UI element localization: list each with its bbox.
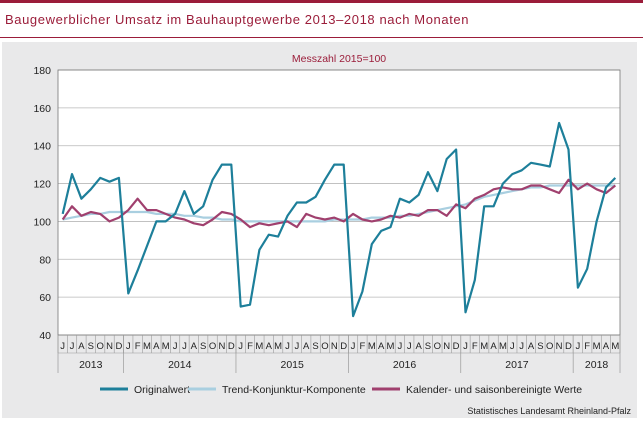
year-label: 2014	[168, 359, 192, 371]
month-tick-label: O	[546, 341, 553, 352]
month-tick-label: J	[60, 341, 65, 352]
month-tick-label: A	[191, 341, 198, 352]
month-tick-label: J	[182, 341, 187, 352]
month-tick-label: O	[321, 341, 328, 352]
month-tick-label: J	[70, 341, 75, 352]
month-tick-label: O	[434, 341, 441, 352]
month-tick-label: F	[472, 341, 478, 352]
month-tick-label: O	[96, 341, 103, 352]
month-tick-label: A	[603, 341, 610, 352]
legend-label-original: Originalwert	[134, 384, 190, 396]
y-tick-label: 160	[33, 103, 51, 115]
month-tick-label: S	[200, 341, 206, 352]
y-tick-label: 140	[33, 141, 51, 153]
month-tick-label: J	[285, 341, 290, 352]
month-tick-label: A	[78, 341, 85, 352]
y-tick-label: 180	[33, 65, 51, 77]
series-line-original	[61, 121, 617, 318]
month-tick-label: J	[519, 341, 524, 352]
month-tick-label: S	[537, 341, 543, 352]
year-label: 2015	[280, 359, 304, 371]
y-tick-label: 40	[39, 330, 51, 342]
chart-title: Baugewerblicher Umsatz im Bauhauptgewerb…	[5, 12, 470, 27]
plot-area	[58, 70, 620, 335]
month-tick-label: M	[611, 341, 619, 352]
month-tick-label: S	[425, 341, 431, 352]
month-tick-label: N	[556, 341, 563, 352]
month-tick-label: M	[387, 341, 395, 352]
month-tick-label: N	[218, 341, 225, 352]
year-label: 2017	[505, 359, 529, 371]
month-tick-label: O	[209, 341, 216, 352]
month-tick-label: S	[88, 341, 94, 352]
series-line-seasonal	[61, 178, 616, 229]
month-tick-label: D	[340, 341, 347, 352]
y-tick-label: 100	[33, 216, 51, 228]
month-tick-label: A	[528, 341, 535, 352]
month-tick-label: J	[173, 341, 178, 352]
month-tick-label: J	[294, 341, 299, 352]
title-divider	[0, 37, 643, 38]
year-label: 2013	[79, 359, 103, 371]
month-tick-label: N	[331, 341, 338, 352]
month-tick-label: F	[584, 341, 590, 352]
year-label: 2016	[393, 359, 417, 371]
month-tick-label: J	[463, 341, 468, 352]
month-tick-label: F	[135, 341, 141, 352]
month-tick-label: M	[480, 341, 488, 352]
month-tick-label: D	[453, 341, 460, 352]
month-tick-label: M	[499, 341, 507, 352]
legend-label-seasonal: Kalender- und saisonbereinigte Werte	[406, 384, 582, 396]
month-tick-label: A	[266, 341, 273, 352]
month-tick-label: M	[593, 341, 601, 352]
month-tick-label: M	[143, 341, 151, 352]
month-tick-label: D	[115, 341, 122, 352]
month-tick-label: D	[228, 341, 235, 352]
month-tick-label: A	[303, 341, 310, 352]
month-tick-label: F	[360, 341, 366, 352]
month-tick-label: M	[368, 341, 376, 352]
month-tick-label: J	[407, 341, 412, 352]
month-tick-label: J	[351, 341, 356, 352]
month-tick-label: D	[565, 341, 572, 352]
month-tick-label: J	[238, 341, 243, 352]
month-tick-label: A	[490, 341, 497, 352]
month-tick-label: J	[126, 341, 131, 352]
month-tick-label: J	[575, 341, 580, 352]
month-tick-label: M	[255, 341, 263, 352]
chart-subtitle: Messzahl 2015=100	[292, 53, 386, 65]
y-tick-label: 120	[33, 179, 51, 191]
legend-label-trend: Trend-Konjunktur-Komponente	[222, 384, 366, 396]
month-tick-label: J	[398, 341, 403, 352]
source-note: Statistisches Landesamt Rheinland-Pfalz	[467, 406, 631, 416]
y-tick-label: 60	[39, 292, 51, 304]
y-tick-label: 80	[39, 254, 51, 266]
month-tick-label: N	[443, 341, 450, 352]
month-tick-label: J	[510, 341, 515, 352]
month-tick-label: M	[162, 341, 170, 352]
month-tick-label: A	[153, 341, 160, 352]
month-tick-label: M	[274, 341, 282, 352]
month-tick-label: A	[415, 341, 422, 352]
month-tick-label: N	[106, 341, 113, 352]
top-accent-rule	[0, 0, 643, 3]
month-tick-label: F	[247, 341, 253, 352]
year-label: 2018	[585, 359, 609, 371]
month-tick-label: S	[312, 341, 318, 352]
month-tick-label: A	[378, 341, 385, 352]
